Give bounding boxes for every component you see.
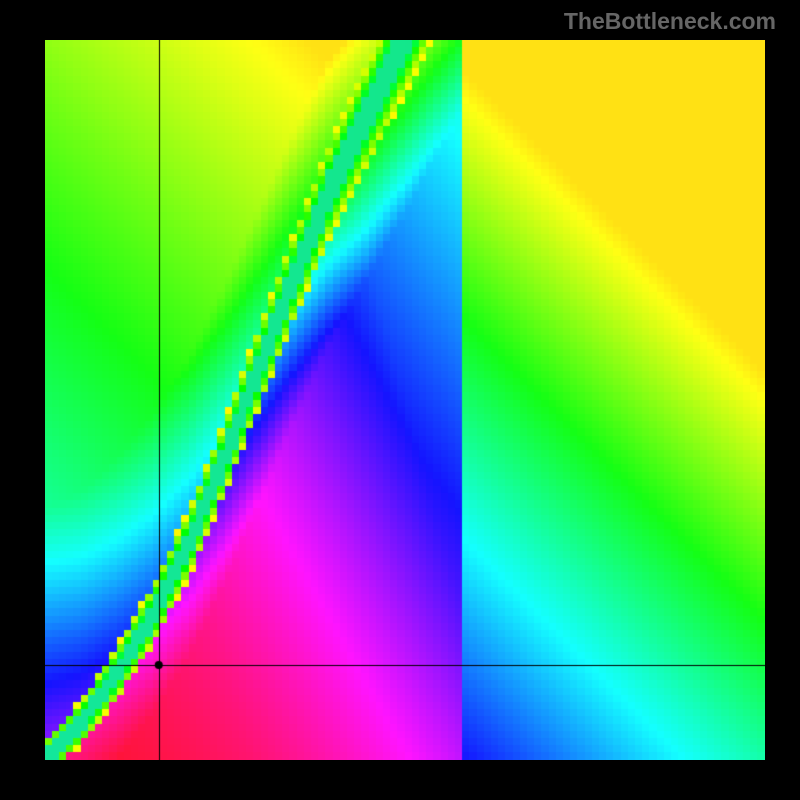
bottleneck-heatmap xyxy=(45,40,765,760)
watermark-text: TheBottleneck.com xyxy=(564,8,776,35)
